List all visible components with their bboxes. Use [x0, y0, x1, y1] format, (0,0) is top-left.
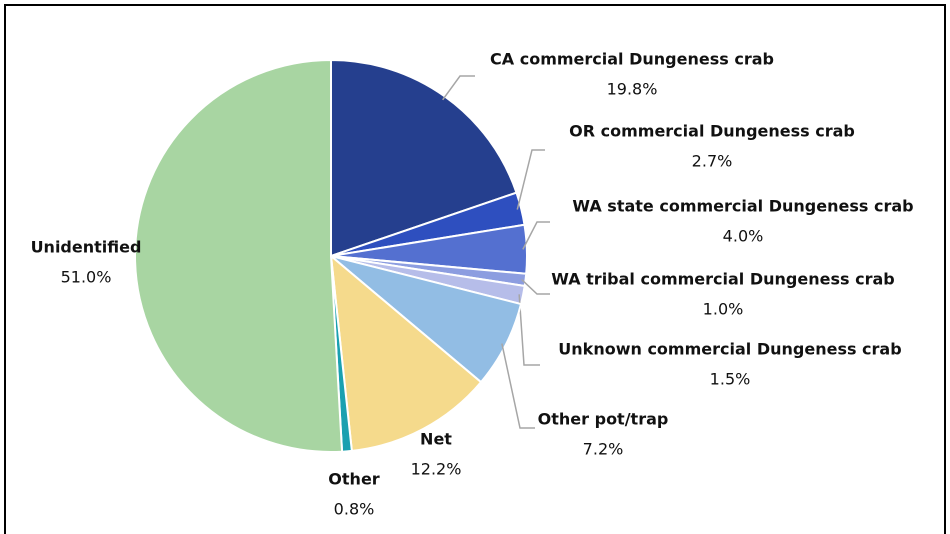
- leader-line: [521, 278, 550, 295]
- value-label: 1.0%: [703, 300, 744, 319]
- leader-line: [522, 221, 550, 250]
- leader-line: [442, 75, 475, 101]
- value-label: 7.2%: [583, 440, 624, 459]
- slice: [134, 58, 344, 453]
- value-label: 4.0%: [723, 227, 764, 246]
- category-label: Other pot/trap: [538, 410, 669, 429]
- category-label: Unidentified: [31, 238, 142, 257]
- value-label: 1.5%: [710, 370, 751, 389]
- category-label: Other: [328, 470, 379, 489]
- slice: [329, 253, 483, 452]
- value-label: 0.8%: [334, 500, 375, 519]
- category-label: WA state commercial Dungeness crab: [572, 197, 913, 216]
- category-label: WA tribal commercial Dungeness crab: [551, 270, 894, 289]
- category-label: OR commercial Dungeness crab: [569, 122, 855, 141]
- leader-line: [501, 343, 535, 429]
- category-label: Unknown commercial Dungeness crab: [558, 340, 901, 359]
- value-label: 2.7%: [692, 152, 733, 171]
- value-label: 51.0%: [61, 268, 112, 287]
- leader-line: [518, 294, 540, 366]
- category-label: Net: [420, 430, 452, 449]
- value-label: 12.2%: [411, 460, 462, 479]
- category-label: CA commercial Dungeness crab: [490, 50, 774, 69]
- leader-line: [516, 149, 545, 210]
- frame: [4, 4, 946, 534]
- value-label: 19.8%: [607, 80, 658, 99]
